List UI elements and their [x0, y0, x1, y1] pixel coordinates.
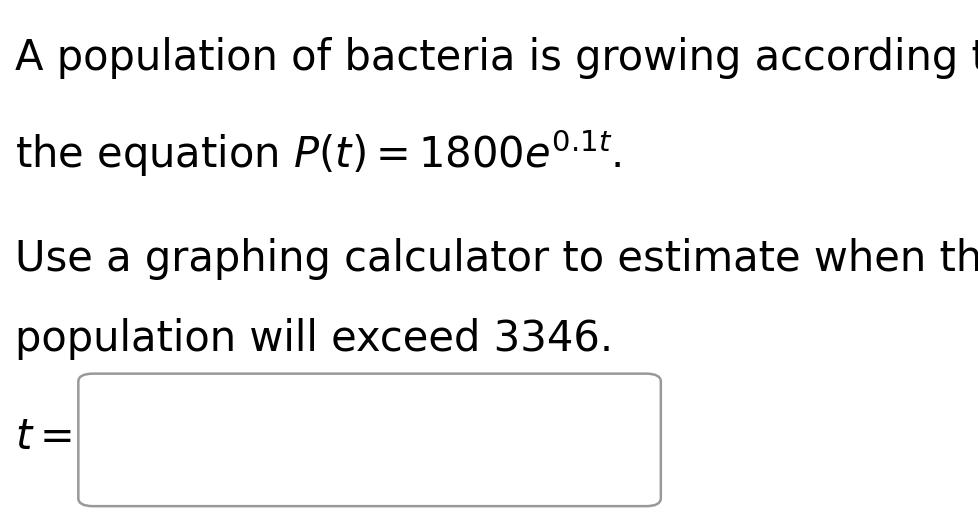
Text: the equation $P(t) = 1800e^{0.1t}$.: the equation $P(t) = 1800e^{0.1t}$.: [15, 127, 621, 179]
FancyBboxPatch shape: [78, 374, 660, 506]
Text: A population of bacteria is growing according to: A population of bacteria is growing acco…: [15, 37, 978, 79]
Text: $t=$: $t=$: [15, 416, 71, 458]
Text: Use a graphing calculator to estimate when the: Use a graphing calculator to estimate wh…: [15, 238, 978, 280]
Text: population will exceed 3346.: population will exceed 3346.: [15, 318, 612, 360]
